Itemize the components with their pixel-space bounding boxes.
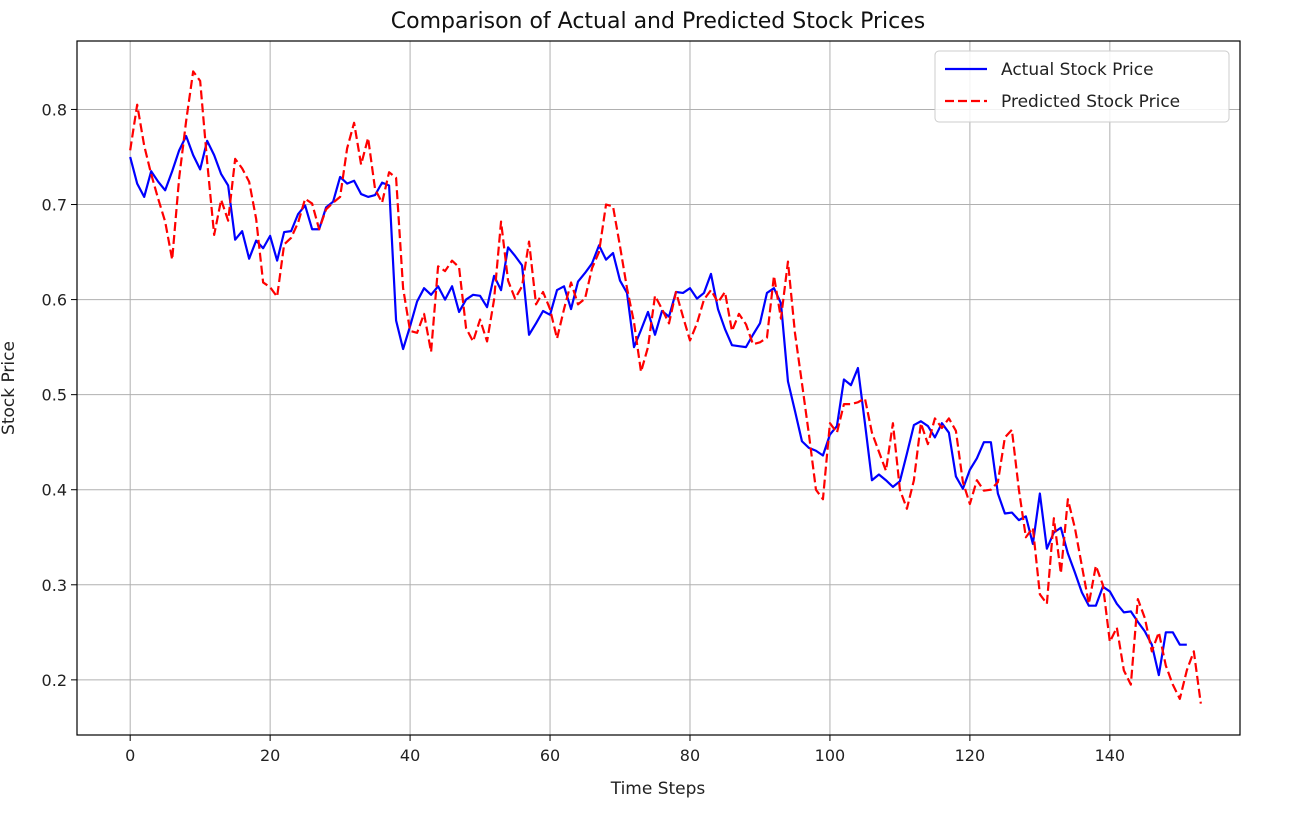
x-tick-label: 60 xyxy=(540,746,560,765)
y-tick-label: 0.6 xyxy=(42,291,67,310)
y-tick-label: 0.2 xyxy=(42,671,67,690)
y-tick-label: 0.3 xyxy=(42,576,67,595)
ticks: 0 20 40 60 80 100 120 140 0.2 0.3 0.4 0.5 0.6 0.7 0.8 xyxy=(42,100,1126,765)
legend-box xyxy=(934,50,1230,123)
x-tick-label: 80 xyxy=(680,746,700,765)
x-tick-label: 120 xyxy=(955,746,986,765)
y-tick-label: 0.8 xyxy=(42,100,67,119)
y-tick-label: 0.5 xyxy=(42,386,67,405)
actual-price-line xyxy=(129,134,1187,677)
plot-frame xyxy=(76,40,1241,736)
x-tick-label: 40 xyxy=(400,746,420,765)
y-tick-label: 0.4 xyxy=(42,481,67,500)
x-tick-label: 100 xyxy=(815,746,846,765)
chart-title: Comparison of Actual and Predicted Stock… xyxy=(391,9,926,34)
legend-label-predicted: Predicted Stock Price xyxy=(1001,92,1180,112)
x-tick-label: 140 xyxy=(1095,746,1126,765)
x-tick-label: 0 xyxy=(125,746,135,765)
series-layer xyxy=(129,70,1202,704)
x-tick-label: 20 xyxy=(260,746,280,765)
y-axis-label: Stock Price xyxy=(0,341,19,435)
legend: Actual Stock Price Predicted Stock Price xyxy=(934,50,1230,123)
legend-label-actual: Actual Stock Price xyxy=(1001,60,1154,80)
y-tick-label: 0.7 xyxy=(42,196,67,215)
grid xyxy=(77,41,1240,735)
predicted-price-line xyxy=(129,70,1202,704)
x-axis-label: Time Steps xyxy=(610,779,706,799)
